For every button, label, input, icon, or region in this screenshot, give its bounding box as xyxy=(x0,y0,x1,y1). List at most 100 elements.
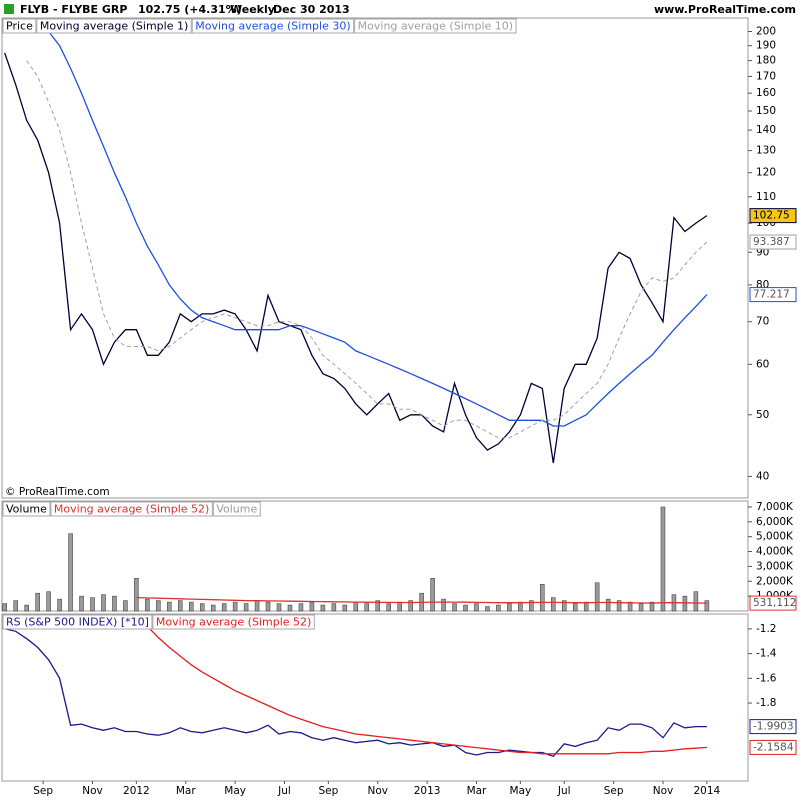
app-icon xyxy=(4,4,14,14)
legend-box xyxy=(36,18,192,34)
volume-bar xyxy=(572,603,578,612)
volume-bar xyxy=(254,600,260,612)
volume-bar xyxy=(430,578,435,612)
symbol: FLYB - FLYBE GRP xyxy=(20,3,127,16)
volume-bar xyxy=(594,582,600,612)
y-tick-label: 3,000K xyxy=(756,560,794,572)
series-line xyxy=(136,596,707,604)
last-value-label: -2.1584 xyxy=(753,741,794,753)
volume-bar xyxy=(287,604,293,612)
x-tick-label: May xyxy=(224,785,246,797)
legend-box xyxy=(50,501,213,517)
volume-bar xyxy=(375,600,380,612)
last-value-box xyxy=(749,595,797,611)
volume-bar xyxy=(616,600,622,612)
legend-entry: Moving average (Simple 10) xyxy=(358,20,513,33)
legend-entry: Moving average (Simple 1) xyxy=(40,20,188,33)
series-line xyxy=(4,52,708,464)
y-tick-label: 180 xyxy=(756,55,776,67)
volume-bar xyxy=(561,600,567,612)
y-tick-label: 170 xyxy=(756,70,776,82)
volume-bar xyxy=(342,604,348,612)
volume-bar xyxy=(145,598,150,612)
y-tick-label: 150 xyxy=(756,105,776,117)
site[interactable]: www.ProRealTime.com xyxy=(654,3,796,16)
legend-box xyxy=(152,614,315,630)
volume-bar xyxy=(551,597,556,612)
y-tick-label: 140 xyxy=(756,124,776,136)
y-tick-label: 190 xyxy=(756,40,776,52)
volume-bar xyxy=(474,603,479,612)
last-value-label: 93.387 xyxy=(753,236,790,248)
x-tick-label: Jul xyxy=(557,785,571,797)
volume-bar xyxy=(660,506,666,612)
y-tick-label: -1.4 xyxy=(756,648,777,660)
y-tick-label: -1.6 xyxy=(756,672,777,684)
x-tick-label: 2013 xyxy=(414,785,441,797)
volume-bar xyxy=(221,603,227,612)
legend-box xyxy=(354,18,517,34)
y-tick-label: 60 xyxy=(756,358,769,370)
volume-bar xyxy=(583,601,589,612)
volume-bar xyxy=(232,601,238,612)
y-tick-label: 120 xyxy=(756,167,776,179)
y-tick-label: 7,000K xyxy=(756,501,794,513)
volume-bar xyxy=(320,604,326,612)
y-tick-label: 4,000K xyxy=(756,546,794,558)
series-line xyxy=(26,60,708,439)
last-value-label: 102.75 xyxy=(753,210,790,222)
y-tick-label: 6,000K xyxy=(756,516,794,528)
volume-bar xyxy=(265,601,271,612)
period: Weekly xyxy=(230,3,275,16)
quote: 102.75 (+4.31%) xyxy=(138,3,242,16)
y-tick-label: -1.2 xyxy=(756,623,777,635)
series-line xyxy=(48,31,708,427)
volume-bar xyxy=(188,601,194,612)
legend-entry: RS (S&P 500 INDEX) [*10] xyxy=(6,616,149,629)
volume-bar xyxy=(68,533,73,612)
volume-bar xyxy=(485,606,490,612)
volume-bar xyxy=(682,595,688,612)
last-value-box xyxy=(749,287,797,303)
last-value-label: -1.9903 xyxy=(753,721,794,733)
volume-bar xyxy=(46,591,51,612)
volume-bar xyxy=(134,578,139,612)
x-tick-label: Nov xyxy=(367,785,388,797)
series-line xyxy=(4,628,707,758)
volume-bar xyxy=(24,604,29,612)
legend-entry: Price xyxy=(6,20,33,33)
volume-bar xyxy=(13,600,18,612)
volume-bar xyxy=(386,603,391,612)
volume-bar xyxy=(693,591,699,612)
y-tick-label: 5,000K xyxy=(756,531,794,543)
volume-bar xyxy=(408,600,413,612)
volume-bar xyxy=(540,583,545,612)
x-tick-label: Mar xyxy=(176,785,196,797)
x-tick-label: Nov xyxy=(82,785,103,797)
volume-bar xyxy=(529,600,534,612)
legend-entry: Volume xyxy=(216,503,257,516)
volume-bar xyxy=(507,603,512,612)
volume-bar xyxy=(90,597,95,612)
volume-bar xyxy=(298,603,304,612)
panel-frame xyxy=(1,613,749,782)
volume-bar xyxy=(353,601,359,612)
x-tick-label: May xyxy=(510,785,532,797)
volume-bar xyxy=(331,603,337,612)
volume-bar xyxy=(210,604,216,612)
volume-bar xyxy=(364,603,370,612)
volume-bar xyxy=(309,601,315,612)
x-tick-label: Jul xyxy=(277,785,291,797)
volume-bar xyxy=(627,601,633,612)
x-tick-label: Nov xyxy=(653,785,674,797)
last-value-box xyxy=(749,739,797,755)
watermark: © ProRealTime.com xyxy=(5,486,110,498)
y-tick-label: 70 xyxy=(756,316,769,328)
volume-bar xyxy=(649,601,655,612)
x-tick-label: Sep xyxy=(604,785,624,797)
volume-bar xyxy=(35,592,40,612)
volume-bar xyxy=(199,603,205,612)
volume-bar xyxy=(704,600,710,612)
volume-bar xyxy=(638,603,644,612)
